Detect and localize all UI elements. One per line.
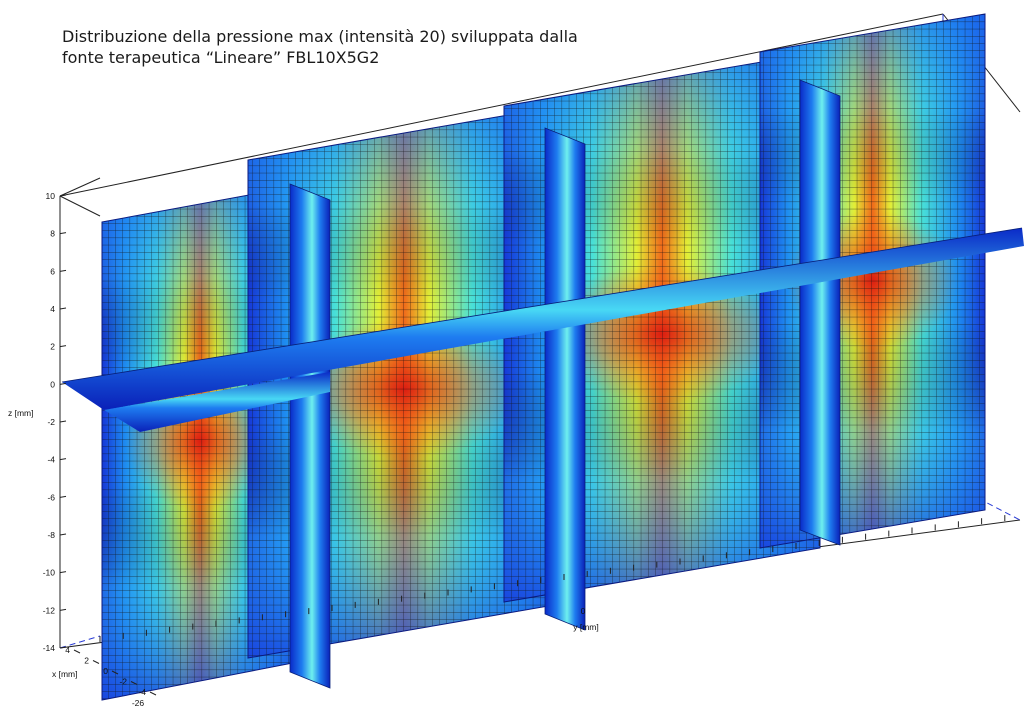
vertical-slice: [800, 80, 840, 545]
horizontal-slice: [104, 372, 330, 432]
z-tick-label: 2: [50, 342, 55, 352]
frame-edge: [59, 13, 944, 197]
z-tick-label: 0: [50, 379, 55, 389]
z-tick: [59, 495, 67, 498]
vertical-slices: [289, 79, 841, 689]
z-tick-label: -12: [43, 605, 56, 615]
axes: [59, 194, 1006, 696]
x-tick: [92, 660, 100, 664]
z-tick: [59, 194, 67, 197]
horizontal-slice-edge: [61, 227, 1023, 383]
horizontal-slice: [62, 228, 1024, 410]
z-axis-label: z [mm]: [8, 408, 34, 418]
x-axis-label: x [mm]: [52, 669, 78, 679]
z-tick: [59, 533, 67, 536]
z-tick: [59, 269, 67, 272]
z-tick: [59, 458, 67, 461]
z-tick-label: -4: [47, 455, 55, 465]
z-tick-label: -6: [47, 492, 55, 502]
corner-tick-label: -26: [132, 698, 145, 708]
vertical-slice: [545, 128, 585, 630]
frame-edge: [59, 195, 101, 217]
chart-title: Distribuzione della pressione max (inten…: [62, 26, 702, 68]
frame-edge: [59, 177, 101, 197]
z-tick-label: 4: [50, 304, 55, 314]
z-tick-label: -8: [47, 530, 55, 540]
frame-edge: [59, 635, 101, 649]
z-tick-label: -2: [47, 417, 55, 427]
z-tick-label: -14: [43, 643, 56, 653]
plane-edge: [759, 13, 986, 549]
vertical-slice-edge: [799, 79, 841, 546]
z-tick: [59, 382, 67, 385]
z-tick-label: 8: [50, 229, 55, 239]
horizontal-slice: [61, 227, 1024, 432]
x-tick-label: -2: [119, 677, 127, 687]
x-tick: [149, 691, 157, 696]
z-tick: [59, 646, 67, 649]
y-tick-label: 0: [581, 606, 586, 616]
z-tick-label: 6: [50, 266, 55, 276]
z-tick: [59, 420, 67, 423]
y-axis-label: y [mm]: [573, 622, 599, 632]
axis-labels: 10 8 6 4 2 0 -2 -4 -6 -8 -10 -12 -14 z [mm] 0 y [mm] 4 2 0…: [8, 191, 599, 708]
plane-edge: [503, 51, 821, 603]
vertical-slice: [290, 184, 330, 688]
x-tick-label: 0: [103, 666, 108, 676]
chart-title-line-1: Distribuzione della pressione max (inten…: [62, 27, 578, 46]
x-tick: [111, 670, 119, 675]
z-tick-label: 10: [46, 191, 56, 201]
x-tick-label: -4: [138, 687, 146, 697]
z-tick: [59, 571, 67, 574]
x-tick-label: 2: [84, 656, 89, 666]
x-tick: [73, 649, 81, 654]
x-tick: [130, 681, 138, 685]
z-tick: [59, 345, 67, 348]
z-tick: [59, 608, 67, 611]
chart-title-line-2: fonte terapeutica “Lineare” FBL10X5G2: [62, 48, 380, 67]
z-tick: [59, 232, 67, 235]
x-tick-label: 4: [65, 645, 70, 655]
z-tick: [59, 307, 67, 310]
vertical-slice-edge: [289, 183, 331, 689]
z-tick-label: -10: [43, 568, 56, 578]
vertical-slice-edge: [544, 127, 586, 631]
